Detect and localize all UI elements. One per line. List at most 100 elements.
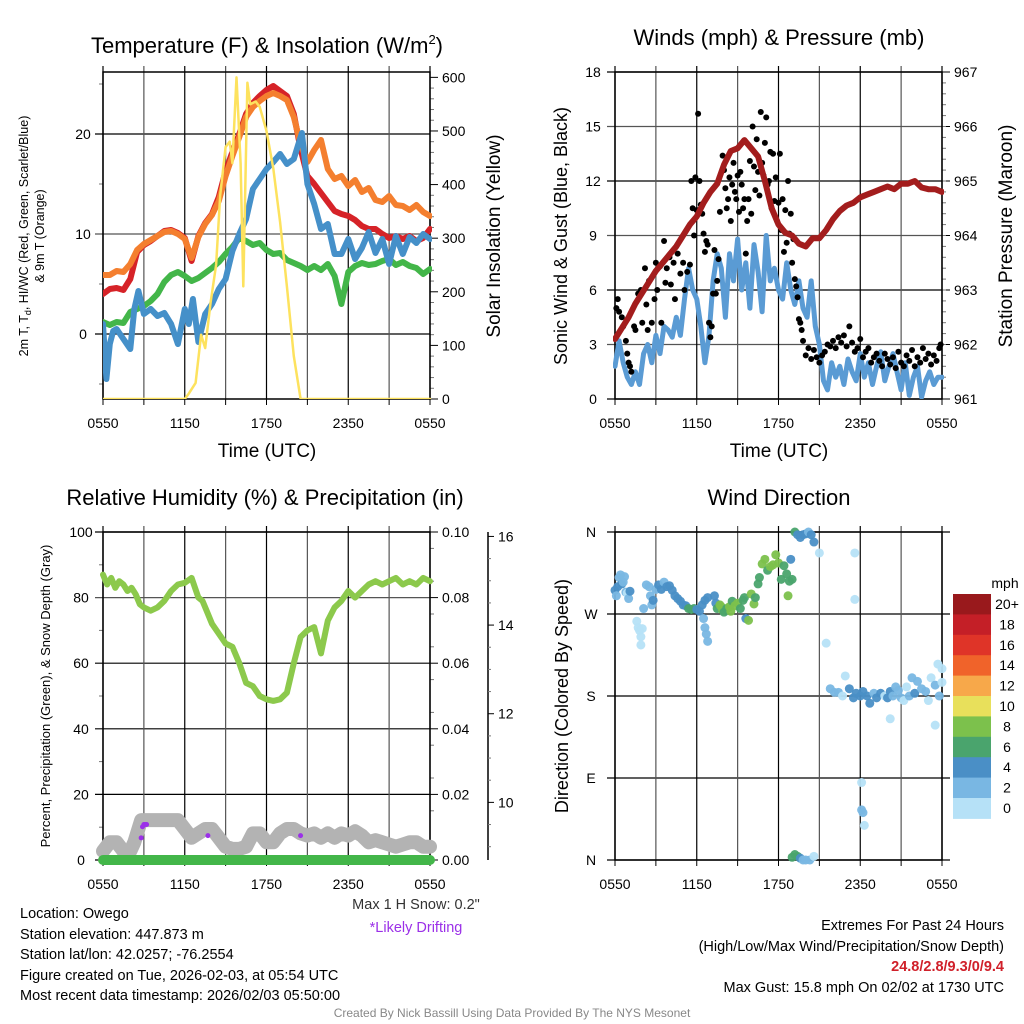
gust-point	[744, 217, 751, 224]
gust-point	[626, 363, 633, 370]
gust-point	[639, 319, 646, 326]
gust-point	[714, 277, 721, 284]
direction-point	[923, 696, 933, 706]
gust-point	[746, 158, 753, 165]
colorbar-swatch	[953, 716, 991, 738]
y-tick-label: 12	[585, 173, 601, 189]
direction-point	[611, 591, 621, 601]
direction-point	[926, 673, 936, 683]
colorbar-label: 20+	[995, 596, 1019, 612]
gust-point	[738, 181, 745, 188]
gust-point	[723, 205, 730, 212]
colorbar-label: 6	[1003, 739, 1011, 755]
series-dew-point	[103, 235, 432, 328]
gust-point	[648, 319, 655, 326]
direction-point	[821, 638, 831, 648]
y-tick-label: 60	[73, 655, 89, 671]
direction-point	[893, 686, 903, 696]
direction-point	[910, 688, 920, 698]
x-tick-label: 1750	[763, 415, 794, 431]
y-tick-label: 15	[585, 119, 601, 135]
y-axis-label: Direction (Colored By Speed)	[552, 579, 572, 813]
direction-point	[760, 554, 770, 564]
y-tick-label: 18	[585, 64, 601, 80]
gust-point	[887, 361, 894, 368]
y2-tick-label: 963	[954, 282, 978, 298]
gust-point	[791, 276, 798, 283]
direction-point	[921, 686, 931, 696]
y2-tick-label: 966	[954, 119, 978, 135]
series-station-pressure	[613, 137, 944, 342]
gust-point	[889, 354, 896, 361]
gust-point	[821, 348, 828, 355]
gust-point	[641, 265, 648, 272]
gust-point	[735, 208, 742, 215]
gust-point	[745, 196, 752, 203]
y-label-part: , HI/WC (Red, Green, Scarlet/Blue)	[17, 116, 31, 311]
direction-point	[771, 550, 781, 560]
temperature-series	[103, 76, 432, 399]
direction-point	[782, 569, 792, 579]
gust-point	[696, 178, 703, 184]
colorbar-swatch	[953, 614, 991, 636]
station-info: Location: Owego Station elevation: 447.8…	[20, 904, 340, 1007]
direction-point	[636, 640, 646, 650]
y-tick-label: W	[584, 606, 598, 622]
y-tick-label: N	[586, 852, 596, 868]
y-tick-label: 6	[589, 282, 597, 298]
colorbar-label: 4	[1003, 759, 1011, 775]
colorbar-label: 8	[1003, 718, 1011, 734]
gust-point	[757, 108, 764, 115]
gust-point	[628, 368, 635, 375]
direction-point	[739, 593, 749, 603]
direction-point	[857, 778, 867, 788]
colorbar-swatch	[953, 634, 991, 656]
y-label-subscript: d	[23, 310, 33, 315]
direction-point	[703, 593, 713, 603]
gust-point	[686, 261, 693, 268]
gust-point	[752, 187, 759, 194]
x-tick-label: 1750	[251, 415, 282, 431]
gust-point	[859, 354, 866, 361]
gust-point	[879, 363, 886, 370]
gust-point	[881, 350, 888, 357]
extremes-values: 24.8/2.8/9.3/0/9.4	[891, 959, 1004, 976]
gust-point	[865, 345, 872, 352]
gust-point	[830, 337, 836, 344]
gust-point	[651, 296, 658, 303]
station-latlon: Station lat/lon: 42.0257; -76.2554	[20, 947, 234, 964]
y-tick-label: 0	[79, 326, 87, 342]
gust-point	[750, 163, 757, 170]
y2-tick-label: 0.04	[442, 721, 469, 737]
y-tick-label: S	[586, 688, 595, 704]
gust-point	[622, 337, 629, 344]
gust-point	[643, 301, 650, 308]
title-superscript: 2	[428, 32, 435, 47]
colorbar-label: 0	[1003, 800, 1011, 816]
gust-point	[704, 241, 711, 248]
gust-point	[884, 356, 891, 363]
gust-point	[670, 259, 677, 266]
y-axis-label: Sonic Wind & Gust (Blue, Black)	[551, 107, 571, 365]
y2-tick-label: 962	[954, 337, 978, 353]
gust-point	[914, 354, 921, 361]
gust-point	[652, 259, 659, 266]
chart-title: Winds (mph) & Pressure (mb)	[634, 25, 925, 50]
colorbar-swatch	[953, 675, 991, 697]
y-tick-label: E	[586, 770, 595, 786]
colorbar-label: 12	[999, 678, 1015, 694]
y-tick-label: 9	[589, 228, 597, 244]
y2-tick-label: 500	[442, 123, 466, 139]
colorbar-swatch	[953, 798, 991, 819]
gust-point	[756, 192, 763, 199]
y2-tick-label: 100	[442, 337, 466, 353]
direction-point	[779, 561, 789, 571]
gust-point	[658, 319, 665, 326]
direction-point	[648, 595, 658, 605]
winds-chart: Winds (mph) & Pressure (mb) 0 3 6 9 12 15 18 961…	[551, 25, 1017, 462]
y-label-part: 2m T, T	[17, 315, 31, 357]
x-tick-label: 1150	[170, 415, 200, 431]
chart-title: Relative Humidity (%) & Precipitation (i…	[66, 485, 463, 510]
y-axis-label: Percent, Precipitation (Green), & Snow D…	[38, 545, 53, 848]
drifting-point	[144, 822, 150, 828]
